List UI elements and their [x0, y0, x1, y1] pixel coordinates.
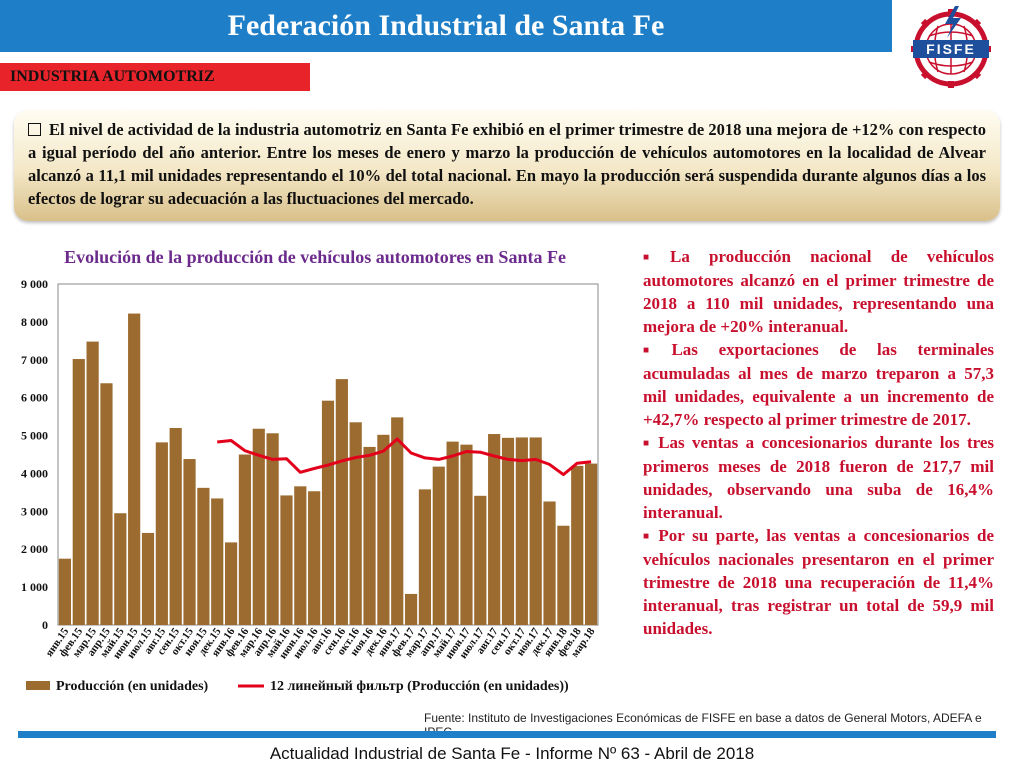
y-tick-label: 6 000	[21, 391, 48, 405]
bar	[501, 437, 515, 625]
header-bar	[0, 0, 892, 52]
bar	[141, 532, 155, 625]
logo-text: FISFE	[926, 41, 976, 57]
bar	[515, 437, 528, 625]
bullet-text: Por su parte, las ventas a concesionario…	[643, 526, 994, 638]
checkbox-bullet-icon	[28, 123, 41, 136]
y-tick-label: 5 000	[21, 429, 48, 443]
bar	[155, 442, 168, 625]
bar	[183, 459, 196, 625]
bar	[460, 444, 473, 625]
bar	[377, 434, 390, 625]
bar	[543, 501, 556, 625]
page-title: Federación Industrial de Santa Fe	[227, 9, 665, 42]
bar	[321, 400, 335, 625]
bullet-list: ■ La producción nacional de vehículos aut…	[643, 245, 994, 640]
section-label: INDUSTRIA AUTOMOTRIZ	[10, 68, 215, 85]
bar	[557, 525, 570, 625]
y-tick-label: 3 000	[21, 504, 48, 518]
y-tick-label: 4 000	[21, 466, 48, 480]
bullet-text: Las ventas a concesionarios durante los …	[643, 433, 995, 522]
bar	[418, 489, 432, 625]
production-chart: 0 1 000 2 000 3 000 4 000 5 000 6 000 7 000 8 00…	[21, 277, 599, 694]
bar	[197, 487, 210, 625]
bar	[252, 428, 265, 625]
bar	[58, 558, 72, 625]
bar	[238, 454, 252, 625]
y-tick-label: 9 000	[21, 277, 48, 291]
footer-text: Actualidad Industrial de Santa Fe - Info…	[269, 744, 755, 763]
square-bullet-icon: ■	[643, 345, 666, 356]
bar	[86, 341, 99, 625]
bar	[169, 427, 182, 625]
bullet-item: ■ La producción nacional de vehículos aut…	[643, 245, 994, 338]
bar	[571, 465, 584, 625]
bar	[363, 446, 376, 625]
bar	[308, 491, 321, 625]
bar	[280, 495, 293, 625]
y-tick-label: 2 000	[21, 542, 48, 556]
y-tick-label: 7 000	[21, 353, 48, 367]
bar	[100, 383, 113, 625]
trend-line	[217, 437, 592, 477]
fisfe-logo: FISFE	[911, 6, 991, 88]
legend-line-label: 12 линейный фильтр (Producción (en unida…	[270, 679, 569, 694]
square-bullet-icon: ■	[643, 438, 653, 449]
bar	[474, 495, 487, 625]
bullet-text: Las exportaciones de las terminales acum…	[643, 340, 995, 429]
bar	[404, 593, 418, 625]
footer-divider	[18, 731, 996, 738]
bullet-item: ■ Por su parte, las ventas a concesionari…	[643, 524, 994, 640]
bar	[349, 422, 362, 625]
bar	[584, 463, 598, 625]
bar	[224, 542, 238, 625]
bar	[128, 313, 141, 625]
y-tick-label: 8 000	[21, 315, 48, 329]
bar	[488, 434, 501, 625]
bar	[432, 466, 445, 625]
legend-bar-label: Producción (en unidades)	[56, 679, 209, 694]
legend-bar-swatch	[26, 681, 50, 690]
chart-title: Evolución de la producción de vehículos …	[64, 247, 566, 267]
intro-text: El nivel de actividad de la industria au…	[28, 120, 986, 208]
bar	[335, 379, 348, 625]
bar	[72, 359, 85, 625]
bullet-item: ■ Las exportaciones de las terminales acu…	[643, 338, 994, 431]
bar	[266, 433, 279, 625]
intro-paragraph: El nivel de actividad de la industria au…	[28, 118, 986, 210]
bullet-text: La producción nacional de vehículos auto…	[643, 247, 994, 336]
bar	[294, 486, 307, 625]
intro-box: El nivel de actividad de la industria au…	[14, 110, 1000, 221]
bar	[211, 498, 224, 625]
bar	[114, 513, 127, 625]
y-tick-label: 1 000	[21, 580, 48, 594]
bar	[529, 437, 542, 625]
bullet-item: ■ Las ventas a concesionarios durante los…	[643, 431, 994, 524]
bar	[391, 417, 404, 625]
square-bullet-icon: ■	[643, 252, 664, 263]
bar	[446, 441, 459, 625]
y-tick-label: 0	[42, 618, 48, 632]
section-tag: INDUSTRIA AUTOMOTRIZ	[0, 63, 310, 91]
square-bullet-icon: ■	[643, 531, 653, 542]
